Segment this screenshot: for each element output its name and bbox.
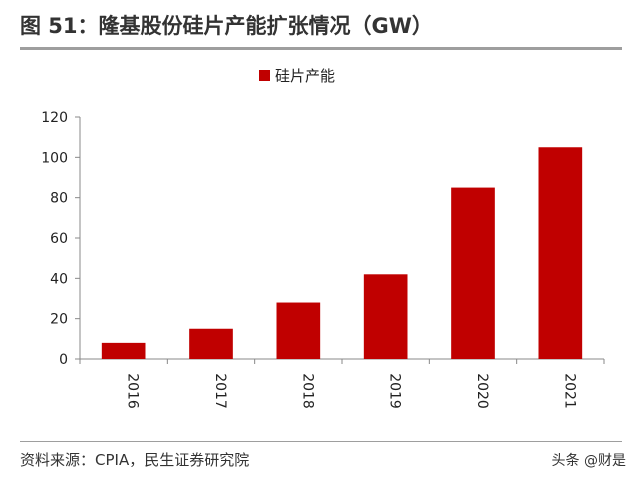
figure-title: 图 51：隆基股份硅片产能扩张情况（GW） (20, 14, 433, 38)
legend-swatch (259, 70, 270, 81)
x-tick-label: 2021 (561, 373, 577, 409)
y-tick-label: 120 (41, 110, 68, 126)
x-tick-label: 2018 (299, 373, 315, 409)
bar-2020 (451, 187, 495, 359)
y-tick-label: 0 (59, 352, 68, 368)
x-tick-label: 2020 (474, 373, 490, 409)
bar-2017 (189, 328, 233, 359)
footer-divider (20, 441, 622, 442)
y-tick-label: 100 (41, 150, 68, 166)
bar-chart: 硅片产能 0 20 40 60 80 100 120 2016 2017 2018 2019 202… (41, 67, 605, 409)
x-tick-label: 2016 (125, 373, 141, 409)
y-tick-label: 40 (50, 271, 68, 287)
source-note: 资料来源：CPIA，民生证券研究院 (20, 451, 250, 469)
bar-2021 (538, 147, 583, 359)
y-tick-label: 20 (50, 312, 68, 328)
watermark: 头条 @财是 (551, 453, 626, 469)
legend: 硅片产能 (259, 67, 335, 85)
bar-2016 (101, 342, 146, 359)
legend-label: 硅片产能 (275, 67, 335, 85)
x-tick-label: 2019 (387, 373, 403, 409)
x-axis-ticks: 2016 2017 2018 2019 2020 2021 (79, 359, 605, 409)
bar-2018 (276, 302, 321, 359)
bar-2019 (363, 274, 408, 359)
x-tick-label: 2017 (212, 373, 228, 409)
bars (101, 147, 583, 359)
title-divider (20, 47, 622, 50)
y-tick-label: 80 (50, 191, 68, 207)
y-axis-ticks: 0 20 40 60 80 100 120 (41, 110, 80, 368)
y-tick-label: 60 (50, 231, 68, 247)
